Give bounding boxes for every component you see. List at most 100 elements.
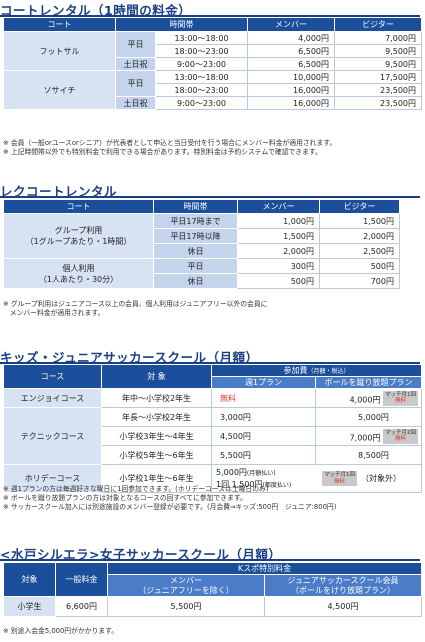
unlimited-price: 8,500円 [314, 445, 423, 465]
member-price: 1,500円 [237, 228, 320, 244]
table-row: 18:00～23:00 16,000円 23,500円 [4, 83, 422, 97]
individual-use-label: 個人利用 （1人あたり・30分） [3, 258, 154, 289]
table-row: 小学校3年生～4年生 4,500円 7,000円 マッチ月2回 無料 [4, 426, 423, 446]
member-price: 10,000円 [247, 70, 335, 84]
visitor-price: 9,500円 [334, 57, 422, 71]
member-price: 2,000円 [237, 243, 320, 259]
member-price: 6,500円 [247, 44, 335, 58]
rec-note-2: メンバー料金が適用されます。 [3, 309, 105, 317]
match-badge: マッチ月2回 無料 [383, 428, 419, 444]
day-holiday: 土日祝 [115, 57, 156, 71]
girls-school-title: <水戸シルエラ>女子サッカースクール（月額） [0, 547, 282, 562]
time-cell: 18:00～23:00 [155, 83, 248, 97]
individual-use-sub: （1人あたり・30分） [38, 274, 119, 284]
header-general: 一般料金 [55, 562, 108, 597]
target-elementary: 小学生 [3, 596, 56, 617]
title-underline [0, 362, 420, 364]
time-cell: 平日 [153, 258, 238, 274]
title-underline [0, 15, 420, 17]
rec-court-table: コート 時間帯 メンバー ビジター グループ利用 （1グループあたり・1時間） … [3, 199, 400, 289]
week1-price: 5,500円 [211, 445, 316, 465]
header-time: 時間帯 [153, 199, 238, 214]
table-header-row: 対象 一般料金 Kスポ特別料金 [3, 562, 422, 597]
unlimited-price: 7,000円 [349, 433, 381, 442]
group-use-label: グループ利用 （1グループあたり・1時間） [3, 213, 154, 259]
visitor-price: 1,500円 [319, 213, 400, 229]
member-price: 500円 [237, 273, 320, 289]
time-cell: 18:00～23:00 [155, 44, 248, 58]
course-holiday: ホリデーコース [3, 464, 102, 493]
header-member-label: メンバー [170, 576, 202, 585]
header-time: 時間帯 [115, 17, 248, 32]
visitor-price: 700円 [319, 273, 400, 289]
visitor-price: 2,000円 [319, 228, 400, 244]
kids-school-table: コース 対 象 参加費（月額・税込） 週1プラン ボールを蹴り放題プラン エンジ… [3, 364, 423, 493]
time-cell: 9:00～23:00 [155, 57, 248, 71]
visitor-price: 7,000円 [334, 31, 422, 45]
visitor-price: 17,500円 [334, 70, 422, 84]
table-header-row: メンバー （ジュニアフリーを除く） ジュニアサッカースクール会員 （ボールをけり… [4, 574, 422, 597]
holiday-fee2: 1回 1,500円 [216, 479, 263, 489]
header-fee-sub: （月額・税込） [307, 368, 350, 375]
header-fee: 参加費（月額・税込） [210, 364, 423, 377]
court-futsal: フットサル [3, 31, 116, 71]
header-member: メンバー [247, 17, 335, 32]
table-row: 休日 500円 700円 [4, 273, 400, 289]
holiday-fee1: 5,000円 [216, 467, 247, 477]
court-note-2: ※ 上記時間帯以外でも特別料金で利用できる場合があります。特別料金は予約システム… [3, 148, 322, 156]
member-price: 4,000円 [247, 31, 335, 45]
unlimited-price: 5,000円 [314, 407, 423, 427]
table-header-row: コート 時間帯 メンバー ビジター [3, 17, 422, 32]
holiday-fee-block: 5,000円(月額払い) 1回 1,500円(都度払い) [216, 467, 316, 491]
header-ksp: Kスポ特別料金 [107, 562, 422, 575]
target-cell: 小学校1年生～6年生 [101, 464, 212, 493]
rec-court-title: レクコートレンタル [0, 184, 118, 199]
group-use-sub: （1グループあたり・1時間） [25, 237, 132, 246]
match-badge: マッチ月1回 無料 [322, 471, 357, 486]
header-member: メンバー （ジュニアフリーを除く） [107, 574, 265, 597]
member-price: 16,000円 [247, 96, 335, 110]
target-cell: 小学校3年生～4年生 [101, 426, 212, 446]
school-note-1: ※ 週1プランの方は毎週好きな曜日に1回参加できます。(ホリデーコースは土曜日の… [3, 485, 269, 493]
member-price: 16,000円 [247, 83, 335, 97]
table-row: グループ利用 （1グループあたり・1時間） 平日17時まで 1,000円 1,5… [3, 213, 400, 259]
unlimited-price-cell: 7,000円 マッチ月2回 無料 [314, 426, 423, 446]
day-holiday: 土日祝 [115, 96, 156, 110]
title-underline [0, 559, 420, 561]
group-use-title: グループ利用 [54, 226, 103, 235]
table-row: 小学生 6,600円 5,500円 4,500円 [3, 596, 422, 617]
match-badge: マッチ月1回 無料 [383, 390, 419, 406]
time-cell: 平日17時まで [153, 213, 238, 229]
time-cell: 9:00～23:00 [155, 96, 248, 110]
table-row: テクニックコース 年長～小学校2年生 3,000円 5,000円 [3, 407, 423, 465]
girls-school-table: 対象 一般料金 Kスポ特別料金 メンバー （ジュニアフリーを除く） ジュニアサッ… [3, 562, 422, 617]
court-sosaichi: ソサイチ [3, 70, 116, 110]
girls-note: ※ 別途入会金5,000円がかかります。 [3, 627, 118, 635]
header-junior: ジュニアサッカースクール会員 （ボールをけり放題プラン） [264, 574, 422, 597]
header-visitor: ビジター [334, 17, 422, 32]
target-cell: 小学校5年生～6年生 [101, 445, 212, 465]
week1-price: 無料 [211, 388, 316, 408]
member-price: 1,000円 [237, 213, 320, 229]
member-price: 300円 [237, 258, 320, 274]
rec-note-1: ※ グループ利用はジュニアコース以上の会員、個人利用はジュニアフリー以外の会員に [3, 300, 268, 308]
header-unlimited-plan: ボールを蹴り放題プラン [314, 376, 423, 389]
holiday-fee2-sub: (都度払い) [262, 481, 292, 489]
holiday-monthly-fee: 5,000円(月額払い) [216, 467, 316, 479]
table-header-row: コース 対 象 参加費（月額・税込） [3, 364, 423, 389]
table-row: 18:00～23:00 6,500円 9,500円 [4, 44, 422, 58]
time-cell: 休日 [153, 243, 238, 259]
table-row: フットサル 平日 13:00～18:00 4,000円 7,000円 [3, 31, 422, 71]
court-rental-title: コートレンタル（1時間の料金） [0, 3, 192, 18]
individual-use-title: 個人利用 [62, 263, 95, 273]
header-target: 対 象 [101, 364, 212, 389]
court-note-1: ※ 会員（一般orユースorシニア）が代表者として申込と当日受付を行う場合にメン… [3, 139, 337, 147]
header-visitor: ビジター [319, 199, 400, 214]
visitor-price: 2,500円 [319, 243, 400, 259]
day-weekday: 平日 [115, 70, 156, 97]
match-badge-label: マッチ月2回 [385, 429, 417, 436]
court-rental-table: コート 時間帯 メンバー ビジター フットサル 平日 13:00～18:00 4… [3, 17, 422, 110]
header-member: メンバー [237, 199, 320, 214]
table-row: 土日祝 9:00～23:00 16,000円 23,500円 [4, 96, 422, 110]
match-badge-free: 無料 [333, 478, 345, 485]
